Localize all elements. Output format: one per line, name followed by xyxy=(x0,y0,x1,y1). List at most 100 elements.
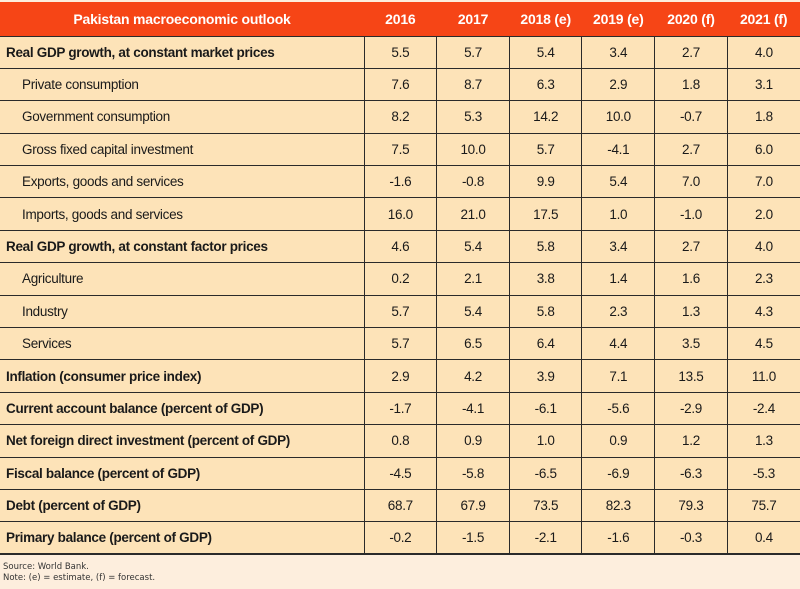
cell-value: 4.0 xyxy=(726,35,800,69)
cell-value: 5.4 xyxy=(436,294,510,328)
table-row: Agriculture 0.2 2.1 3.8 1.4 1.6 2.3 xyxy=(0,262,800,296)
row-label: Government consumption xyxy=(0,100,365,134)
cell-value: 4.4 xyxy=(581,327,655,360)
table-row: Inflation (consumer price index) 2.9 4.2 3.… xyxy=(0,359,800,393)
cell-value: 7.1 xyxy=(581,359,655,393)
cell-value: 17.5 xyxy=(508,197,582,231)
cell-value: 6.0 xyxy=(726,132,800,166)
row-label: Exports, goods and services xyxy=(0,165,365,198)
column-header-2019: 2019 (e) xyxy=(581,2,655,36)
cell-value: 2.7 xyxy=(654,35,728,69)
cell-value: -6.5 xyxy=(508,456,582,490)
cell-value: 2.7 xyxy=(654,229,728,263)
cell-value: 7.5 xyxy=(363,132,437,166)
cell-value: 0.2 xyxy=(363,262,437,296)
cell-value: 73.5 xyxy=(508,488,582,522)
cell-value: -2.4 xyxy=(726,391,800,425)
row-label: Real GDP growth, at constant market pric… xyxy=(0,35,365,69)
cell-value: 4.6 xyxy=(363,229,437,263)
table-body: Real GDP growth, at constant market pric… xyxy=(0,35,800,556)
cell-value: -1.6 xyxy=(581,521,655,556)
cell-value: -6.9 xyxy=(581,456,655,490)
cell-value: -6.1 xyxy=(508,391,582,425)
cell-value: 1.4 xyxy=(581,262,655,296)
cell-value: -0.3 xyxy=(654,521,728,556)
column-header-2017: 2017 xyxy=(436,2,510,36)
cell-value: -5.8 xyxy=(436,456,510,490)
cell-value: 5.8 xyxy=(508,294,582,328)
cell-value: -1.6 xyxy=(363,165,437,198)
table-row: Private consumption 7.6 8.7 6.3 2.9 1.8 3.1 xyxy=(0,67,800,101)
cell-value: -0.7 xyxy=(654,100,728,134)
row-label: Private consumption xyxy=(0,67,365,101)
table-row: Net foreign direct investment (percent o… xyxy=(0,424,800,458)
cell-value: 2.1 xyxy=(436,262,510,296)
cell-value: 5.7 xyxy=(363,294,437,328)
column-header-2020: 2020 (f) xyxy=(654,2,728,36)
cell-value: 2.9 xyxy=(581,67,655,101)
cell-value: 0.4 xyxy=(726,521,800,556)
cell-value: -4.5 xyxy=(363,456,437,490)
cell-value: 3.1 xyxy=(726,67,800,101)
cell-value: 2.0 xyxy=(726,197,800,231)
cell-value: -4.1 xyxy=(581,132,655,166)
table-row: Real GDP growth, at constant factor pric… xyxy=(0,229,800,263)
cell-value: 67.9 xyxy=(436,488,510,522)
cell-value: 7.6 xyxy=(363,67,437,101)
cell-value: 5.8 xyxy=(508,229,582,263)
cell-value: -5.3 xyxy=(726,456,800,490)
cell-value: 10.0 xyxy=(436,132,510,166)
cell-value: 1.8 xyxy=(726,100,800,134)
cell-value: 16.0 xyxy=(363,197,437,231)
cell-value: 7.0 xyxy=(654,165,728,198)
cell-value: 9.9 xyxy=(508,165,582,198)
cell-value: -2.9 xyxy=(654,391,728,425)
cell-value: -1.0 xyxy=(654,197,728,231)
cell-value: 6.4 xyxy=(508,327,582,360)
cell-value: 21.0 xyxy=(436,197,510,231)
cell-value: 1.0 xyxy=(508,424,582,458)
cell-value: 75.7 xyxy=(726,488,800,522)
cell-value: -2.1 xyxy=(508,521,582,556)
table-row: Current account balance (percent of GDP)… xyxy=(0,391,800,425)
cell-value: 3.4 xyxy=(581,229,655,263)
macroeconomic-outlook-table: Pakistan macroeconomic outlook 2016 2017… xyxy=(0,2,800,556)
cell-value: 3.8 xyxy=(508,262,582,296)
cell-value: 0.9 xyxy=(581,424,655,458)
cell-value: 5.4 xyxy=(508,35,582,69)
cell-value: 5.5 xyxy=(363,35,437,69)
table-row: Real GDP growth, at constant market pric… xyxy=(0,35,800,69)
cell-value: 0.9 xyxy=(436,424,510,458)
table-row: Fiscal balance (percent of GDP) -4.5 -5.8-… xyxy=(0,456,800,490)
cell-value: -5.6 xyxy=(581,391,655,425)
table-notes: Source: World Bank. Note: (e) = estimate… xyxy=(3,562,155,584)
cell-value: 3.9 xyxy=(508,359,582,393)
cell-value: 1.0 xyxy=(581,197,655,231)
row-label: Services xyxy=(0,327,365,360)
table-row: Gross fixed capital investment 7.5 10.0 5.7… xyxy=(0,132,800,166)
cell-value: 5.4 xyxy=(581,165,655,198)
table-title: Pakistan macroeconomic outlook xyxy=(0,2,365,36)
table-row: Government consumption 8.2 5.3 14.2 10.0 -0.7… xyxy=(0,100,800,134)
cell-value: 2.7 xyxy=(654,132,728,166)
cell-value: 1.8 xyxy=(654,67,728,101)
column-header-2016: 2016 xyxy=(364,2,437,36)
row-label: Inflation (consumer price index) xyxy=(0,359,365,393)
cell-value: 4.3 xyxy=(726,294,800,328)
cell-value: 79.3 xyxy=(654,488,728,522)
row-label: Agriculture xyxy=(0,262,365,296)
cell-value: 6.5 xyxy=(436,327,510,360)
row-label: Current account balance (percent of GDP) xyxy=(0,391,365,425)
row-label: Imports, goods and services xyxy=(0,197,365,231)
cell-value: 14.2 xyxy=(508,100,582,134)
column-header-2021: 2021 (f) xyxy=(727,2,800,36)
row-label: Net foreign direct investment (percent o… xyxy=(0,424,365,458)
header-row: Pakistan macroeconomic outlook 2016 2017… xyxy=(0,2,800,36)
cell-value: -6.3 xyxy=(654,456,728,490)
legend-note: Note: (e) = estimate, (f) = forecast. xyxy=(3,573,156,583)
row-label: Industry xyxy=(0,294,365,328)
table-row: Exports, goods and services -1.6 -0.8 9.9 5.… xyxy=(0,165,800,198)
cell-value: 6.3 xyxy=(508,67,582,101)
row-label: Fiscal balance (percent of GDP) xyxy=(0,456,365,490)
cell-value: 8.2 xyxy=(363,100,437,134)
